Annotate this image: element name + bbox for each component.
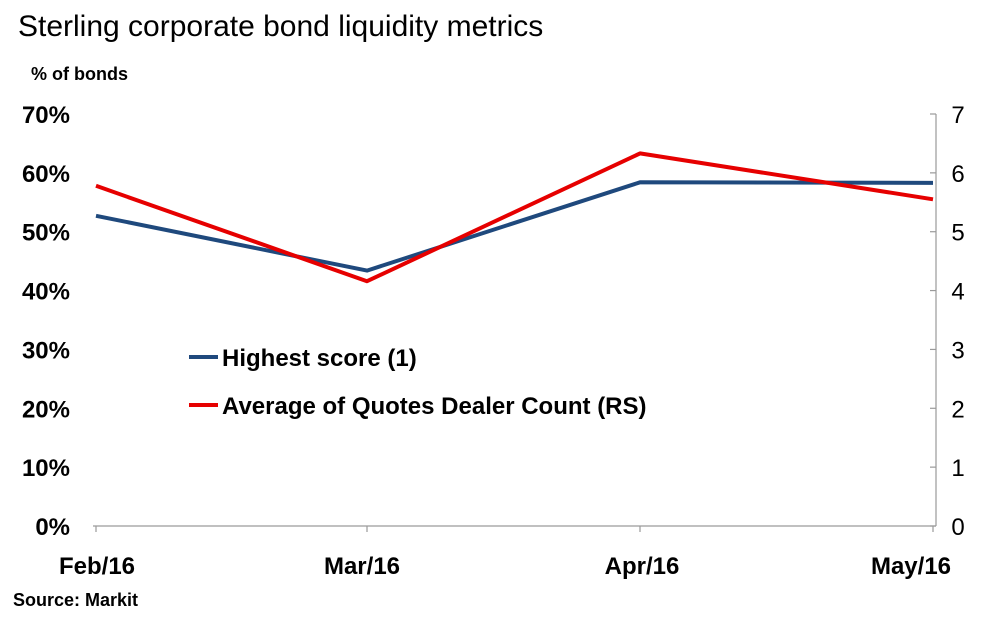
left-tick-label: 60%: [22, 161, 70, 188]
right-tick-label: 2: [951, 396, 964, 423]
left-axis-unit-label: % of bonds: [31, 64, 128, 84]
left-tick-label: 40%: [22, 279, 70, 306]
left-tick-label: 10%: [22, 455, 70, 482]
series-line-1: [95, 180, 934, 273]
right-tick-label: 3: [951, 337, 964, 364]
chart-legend: Highest score (1) Average of Quotes Deale…: [189, 345, 647, 420]
right-axis-ticks: 0 1 2 3 4 5 6 7: [930, 102, 965, 541]
right-tick-label: 0: [951, 514, 964, 541]
legend-label-1: Highest score (1): [222, 345, 417, 372]
right-tick-label: 4: [951, 279, 964, 306]
left-tick-label: 50%: [22, 220, 70, 247]
right-tick-label: 5: [951, 220, 964, 247]
left-axis-ticks: 0% 10% 20% 30% 40% 50% 60% 70%: [22, 102, 70, 541]
series-lines: [95, 151, 934, 284]
x-tick-label: Mar/16: [324, 553, 400, 580]
left-tick-label: 30%: [22, 337, 70, 364]
series-line-2: [95, 151, 934, 284]
x-tick-label: Feb/16: [59, 553, 135, 580]
source-note: Source: Markit: [13, 590, 139, 610]
chart-title: Sterling corporate bond liquidity metric…: [18, 10, 544, 43]
chart-axes: [93, 114, 937, 527]
right-tick-label: 7: [951, 102, 964, 129]
left-tick-label: 0%: [35, 514, 70, 541]
x-tick-label: Apr/16: [605, 553, 680, 580]
right-tick-label: 6: [951, 161, 964, 188]
left-tick-label: 70%: [22, 102, 70, 129]
left-tick-label: 20%: [22, 396, 70, 423]
right-tick-label: 1: [951, 455, 964, 482]
x-axis-ticks: Feb/16 Mar/16 Apr/16 May/16: [59, 526, 951, 580]
x-tick-label: May/16: [871, 553, 951, 580]
legend-label-2: Average of Quotes Dealer Count (RS): [222, 393, 647, 420]
